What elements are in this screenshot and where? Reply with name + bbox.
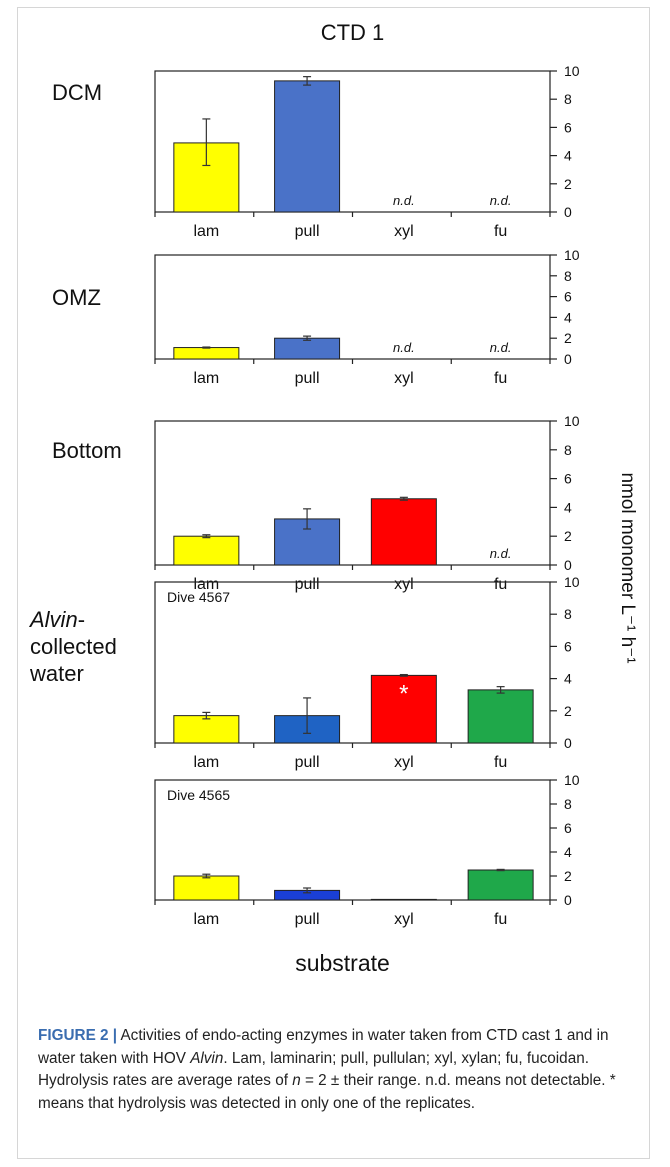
- panel-label-dive-4567: Alvin-: [28, 607, 85, 632]
- x-tick-label-dcm-pull: pull: [295, 223, 320, 240]
- x-axis-label: substrate: [295, 950, 390, 976]
- y-tick-label-bottom: 0: [564, 557, 572, 573]
- y-tick-label-omz: 6: [564, 289, 572, 305]
- caption-italic-1: Alvin: [190, 1049, 224, 1067]
- x-tick-label-omz-fu: fu: [494, 370, 507, 387]
- y-tick-label-bottom: 10: [564, 413, 580, 429]
- inset-label-dive-4567: Dive 4567: [167, 589, 230, 605]
- bar-dive-4567-fu: [467, 689, 534, 744]
- y-tick-label-bottom: 6: [564, 471, 572, 487]
- y-tick-label-dive-4565: 0: [564, 892, 572, 908]
- y-tick-label-bottom: 8: [564, 442, 572, 458]
- y-tick-label-dive-4567: 8: [564, 606, 572, 622]
- y-tick-label-dcm: 2: [564, 176, 572, 192]
- y-tick-label-bottom: 4: [564, 499, 572, 515]
- x-tick-label-bottom-pull: pull: [295, 576, 320, 593]
- x-tick-label-dive-4567-xyl: xyl: [394, 754, 414, 771]
- y-tick-label-dive-4565: 4: [564, 844, 572, 860]
- inset-label-dive-4565: Dive 4565: [167, 787, 230, 803]
- x-tick-label-dive-4567-pull: pull: [295, 754, 320, 771]
- y-tick-label-dcm: 0: [564, 204, 572, 220]
- y-tick-label-dive-4567: 4: [564, 671, 572, 687]
- nd-annotation-dcm-xyl: n.d.: [393, 193, 415, 208]
- x-tick-label-dive-4567-fu: fu: [494, 754, 507, 771]
- y-tick-label-dive-4567: 6: [564, 638, 572, 654]
- bar-dcm-pull: [274, 80, 341, 213]
- x-tick-label-bottom-xyl: xyl: [394, 576, 414, 593]
- bar-dive-4565-lam: [173, 875, 240, 901]
- x-tick-label-dcm-fu: fu: [494, 223, 507, 240]
- bar-dive-4565-fu: [467, 869, 534, 901]
- caption-text-3: = 2 ± their range. n.d. means not detect…: [38, 1072, 616, 1112]
- panel-label-omz: OMZ: [52, 285, 101, 310]
- bar-omz-lam: [173, 347, 240, 360]
- single-replicate-mark-dive-4567-xyl: *: [399, 680, 408, 707]
- y-tick-label-dive-4565: 10: [564, 772, 580, 788]
- y-tick-label-dcm: 6: [564, 119, 572, 135]
- nd-annotation-omz-xyl: n.d.: [393, 340, 415, 355]
- x-tick-label-dive-4567-lam: lam: [193, 754, 219, 771]
- x-tick-label-omz-pull: pull: [295, 370, 320, 387]
- nd-annotation-omz-fu: n.d.: [490, 340, 512, 355]
- x-tick-label-bottom-fu: fu: [494, 576, 507, 593]
- caption-italic-2: n: [292, 1072, 301, 1089]
- panel-label-italic: Alvin: [28, 607, 78, 632]
- x-tick-label-bottom-lam: lam: [193, 576, 219, 593]
- caption-label: FIGURE 2 |: [38, 1027, 118, 1044]
- figure-title: CTD 1: [321, 20, 385, 45]
- bar-bottom-xyl: [370, 498, 437, 566]
- x-tick-label-omz-lam: lam: [193, 370, 219, 387]
- bar-omz-pull: [274, 337, 341, 360]
- figure-frame: CTD 1 0 2 4 6 8 10 lam pull n.d. xyl n.d. fu DCM 0 2 4 6 8…: [17, 7, 650, 1159]
- x-tick-label-dcm-xyl: xyl: [394, 223, 414, 240]
- panel-label-line-dive-4567: collected: [30, 634, 117, 659]
- y-tick-label-omz: 8: [564, 268, 572, 284]
- panel-label-bottom: Bottom: [52, 438, 122, 463]
- caption-text-2: . Lam, laminarin; pull, pullulan; xyl, x…: [38, 1049, 589, 1090]
- y-tick-label-dcm: 4: [564, 148, 572, 164]
- x-tick-label-dcm-lam: lam: [193, 223, 219, 240]
- x-tick-label-dive-4565-pull: pull: [295, 911, 320, 928]
- y-tick-label-bottom: 2: [564, 528, 572, 544]
- y-tick-label-dcm: 10: [564, 63, 580, 79]
- y-tick-label-dive-4567: 10: [564, 574, 580, 590]
- x-tick-label-dive-4565-fu: fu: [494, 911, 507, 928]
- x-tick-label-omz-xyl: xyl: [394, 370, 414, 387]
- caption-text-1: Activities of endo-acting enzymes in wat…: [38, 1027, 609, 1067]
- y-axis-label: nmol monomer L⁻¹ h⁻¹: [617, 472, 638, 663]
- figure-canvas: CTD 1 0 2 4 6 8 10 lam pull n.d. xyl n.d. fu DCM 0 2 4 6 8…: [28, 20, 638, 976]
- y-tick-label-dive-4567: 0: [564, 735, 572, 751]
- figure-caption: FIGURE 2 | Activities of endo-acting enz…: [38, 1025, 638, 1115]
- y-tick-label-dive-4567: 2: [564, 703, 572, 719]
- y-tick-label-omz: 2: [564, 330, 572, 346]
- bar-dive-4565-xyl: [370, 898, 437, 901]
- y-tick-label-dive-4565: 8: [564, 796, 572, 812]
- y-tick-label-omz: 10: [564, 247, 580, 263]
- nd-annotation-bottom-fu: n.d.: [490, 546, 512, 561]
- y-tick-label-dive-4565: 6: [564, 820, 572, 836]
- x-tick-label-dive-4565-xyl: xyl: [394, 911, 414, 928]
- bar-bottom-lam: [173, 535, 240, 566]
- panel-label-line-dive-4567: water: [29, 661, 84, 686]
- y-tick-label-dcm: 8: [564, 91, 572, 107]
- nd-annotation-dcm-fu: n.d.: [490, 193, 512, 208]
- y-tick-label-omz: 4: [564, 309, 572, 325]
- bar-dive-4567-lam: [173, 715, 240, 744]
- x-tick-label-dive-4565-lam: lam: [193, 911, 219, 928]
- panel-label-dcm: DCM: [52, 80, 102, 105]
- panel-label-line: -: [78, 607, 85, 632]
- y-tick-label-dive-4565: 2: [564, 868, 572, 884]
- y-tick-label-omz: 0: [564, 351, 572, 367]
